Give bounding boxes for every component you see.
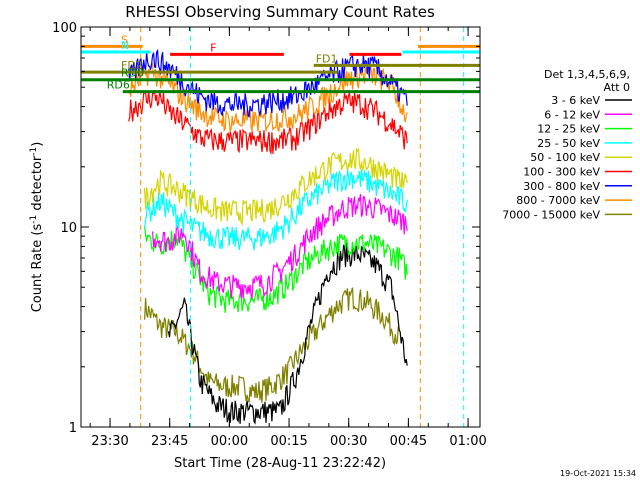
series-line — [128, 89, 408, 156]
x-tick-label: 00:45 — [390, 434, 427, 449]
series-line — [152, 194, 408, 300]
series-layer — [128, 27, 465, 427]
legend-entry-label: 3 - 6 keV — [551, 94, 600, 107]
legend-entry-label: 100 - 300 keV — [523, 166, 600, 179]
legend-header-line-2: Att 0 — [604, 81, 630, 94]
x-tick-label: 23:30 — [91, 434, 128, 449]
x-tick-label: 00:00 — [211, 434, 248, 449]
series-line — [144, 287, 400, 403]
x-tick-label: 00:30 — [330, 434, 367, 449]
timestamp: 19-Oct-2021 15:34 — [560, 469, 636, 478]
flag-label: N — [121, 39, 129, 52]
legend-header-line-1: Det 1,3,4,5,6,9, — [544, 68, 630, 81]
legend-entry-label: 25 - 50 keV — [537, 137, 600, 150]
y-tick-label: 1 — [69, 421, 77, 436]
flag-label: FD2 — [121, 59, 143, 72]
legend-entry-label: 50 - 100 keV — [530, 151, 600, 164]
y-axis-label: Count Rate (s-1 detector-1) — [29, 142, 45, 313]
y-axis: 1 10 100 — [52, 21, 480, 436]
legend-entry-label: 6 - 12 keV — [544, 108, 600, 121]
flag-label: RD6 — [107, 79, 130, 92]
x-tick-label: 01:00 — [449, 434, 486, 449]
series-line — [144, 168, 408, 251]
x-axis-label: Start Time (28-Aug-11 23:22:42) — [174, 456, 386, 471]
y-tick-label: 100 — [52, 21, 77, 36]
flag-label: FD1 — [316, 52, 338, 65]
legend-entry-label: 7000 - 15000 keV — [502, 208, 600, 221]
flag-label: F — [210, 41, 216, 54]
y-tick-label: 10 — [60, 221, 77, 236]
legend-entry-label: 300 - 800 keV — [523, 180, 600, 193]
x-axis: 23:30 23:45 00:00 00:15 00:30 00:45 01:00 — [89, 27, 487, 449]
series-line — [128, 48, 408, 119]
series-line — [144, 147, 408, 227]
flag-label: S — [121, 33, 128, 46]
flag-label: RD0 — [121, 67, 144, 80]
x-tick-label: 00:15 — [270, 434, 307, 449]
series-line — [167, 243, 408, 425]
legend-entry-label: 12 - 25 keV — [537, 123, 600, 136]
legend-entry-label: 800 - 7000 keV — [516, 194, 600, 207]
chart-title: RHESSI Observing Summary Count Rates — [125, 3, 435, 21]
x-tick-label: 23:45 — [151, 434, 188, 449]
